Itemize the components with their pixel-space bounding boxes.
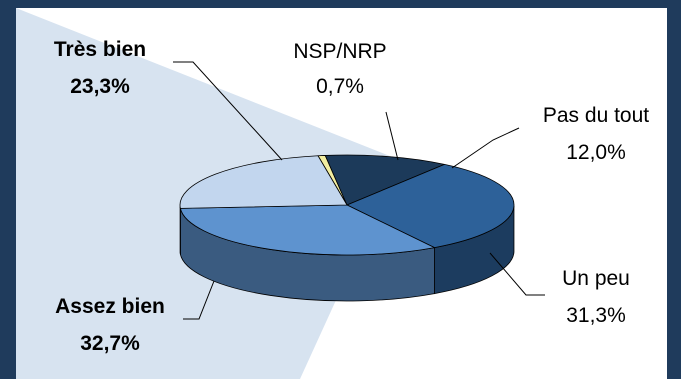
pie-slice-assez-bien	[179, 204, 435, 256]
leader-lines	[173, 61, 545, 320]
slice-label-pas-du-tout: Pas du tout	[543, 104, 649, 127]
frame-right-border	[667, 0, 681, 379]
slice-value-nsp-nrp: 0,7%	[316, 75, 364, 98]
leader-line-pas-du-tout	[451, 127, 520, 169]
frame-left-border	[0, 0, 16, 379]
leader-line-nsp-nrp	[385, 111, 399, 161]
pie-group	[179, 154, 515, 302]
slice-value-pas-du-tout: 12,0%	[566, 141, 626, 164]
slice-value-un-peu: 31,3%	[566, 304, 626, 327]
leader-line-assez-bien	[183, 280, 215, 320]
slice-value-tres-bien: 23,3%	[70, 75, 130, 98]
slice-value-assez-bien: 32,7%	[80, 332, 140, 355]
pie-slice-tres-bien	[179, 155, 348, 209]
slice-label-un-peu: Un peu	[562, 267, 630, 290]
slice-label-nsp-nrp: NSP/NRP	[293, 40, 386, 63]
frame-top-border	[0, 0, 681, 8]
slice-label-assez-bien: Assez bien	[55, 295, 165, 318]
leader-line-un-peu	[489, 252, 545, 296]
slice-label-tres-bien: Très bien	[54, 38, 146, 61]
pie-slice-pas-du-tout	[324, 154, 445, 206]
leader-line-tres-bien	[173, 61, 283, 161]
labels-group: NSP/NRP 0,7% Pas du tout 12,0% Un peu 31,3% As…	[54, 38, 649, 355]
pie-slice-un-peu	[346, 164, 515, 248]
